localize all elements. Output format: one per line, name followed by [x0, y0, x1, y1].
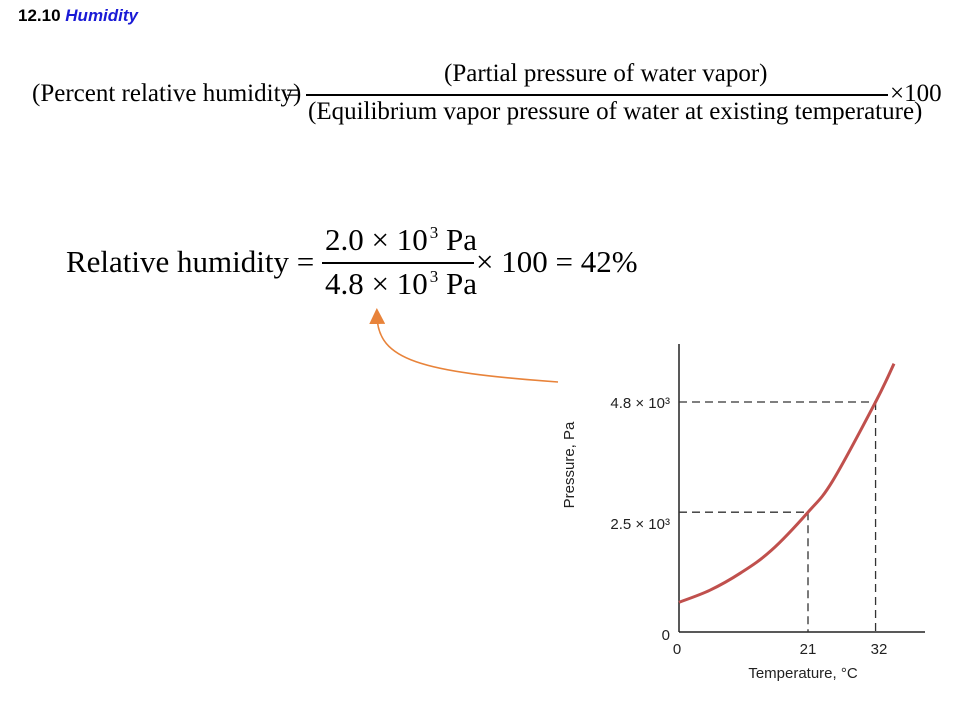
y-tick-2500: 2.5 × 10³ [610, 516, 670, 533]
x-tick-32: 32 [871, 641, 888, 658]
section-title: Humidity [65, 6, 139, 25]
formula2-numerator: 2.0 × 10 3 Pa [325, 222, 477, 258]
formula1-denominator: (Equilibrium vapor pressure of water at … [308, 98, 923, 125]
vapor-pressure-curve [678, 363, 896, 604]
y-tick-0: 0 [662, 627, 670, 644]
formula1-times-100: ×100 [890, 80, 942, 107]
formula2-rhs: × 100 = 42% [476, 244, 638, 279]
vapor-pressure-chart: 0 21 32 0 2.5 × 10³ 4.8 × 10³ Temperatur… [561, 344, 925, 682]
x-axis-label: Temperature, °C [748, 665, 858, 682]
y-axis-label: Pressure, Pa [561, 421, 578, 508]
numerator-exponent: 3 [429, 223, 439, 242]
x-tick-21: 21 [800, 641, 817, 658]
section-number: 12.10 [18, 6, 61, 25]
formula1-equals: = [286, 80, 301, 107]
arrow-path [369, 308, 559, 383]
denominator-mantissa: 4.8 × 10 [325, 266, 428, 301]
y-tick-4800: 4.8 × 10³ [610, 395, 670, 412]
formula2-denominator: 4.8 × 10 3 Pa [325, 266, 477, 302]
numerator-mantissa: 2.0 × 10 [325, 222, 428, 257]
formula2-fraction-bar [322, 262, 474, 264]
formula1-lhs: (Percent relative humidity) [32, 80, 302, 107]
formula1-numerator: (Partial pressure of water vapor) [444, 60, 768, 87]
numerator-unit: Pa [445, 222, 477, 257]
slide-title: 12.10 Humidity [18, 6, 138, 26]
denominator-unit: Pa [445, 266, 477, 301]
formula2-lhs: Relative humidity = [66, 244, 315, 279]
formula1-fraction-bar [306, 94, 888, 96]
denominator-exponent: 3 [429, 267, 439, 286]
x-tick-0: 0 [673, 641, 681, 658]
